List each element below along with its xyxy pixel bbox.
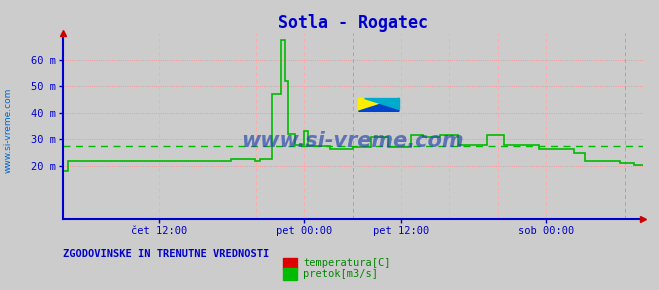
Text: pretok[m3/s]: pretok[m3/s] xyxy=(303,269,378,279)
Text: ZGODOVINSKE IN TRENUTNE VREDNOSTI: ZGODOVINSKE IN TRENUTNE VREDNOSTI xyxy=(63,249,269,259)
Text: temperatura[C]: temperatura[C] xyxy=(303,258,391,268)
Polygon shape xyxy=(358,98,399,111)
Title: Sotla - Rogatec: Sotla - Rogatec xyxy=(277,14,428,32)
Polygon shape xyxy=(364,98,399,109)
Text: www.si-vreme.com: www.si-vreme.com xyxy=(3,88,13,173)
Polygon shape xyxy=(358,98,399,111)
Text: www.si-vreme.com: www.si-vreme.com xyxy=(241,131,464,151)
